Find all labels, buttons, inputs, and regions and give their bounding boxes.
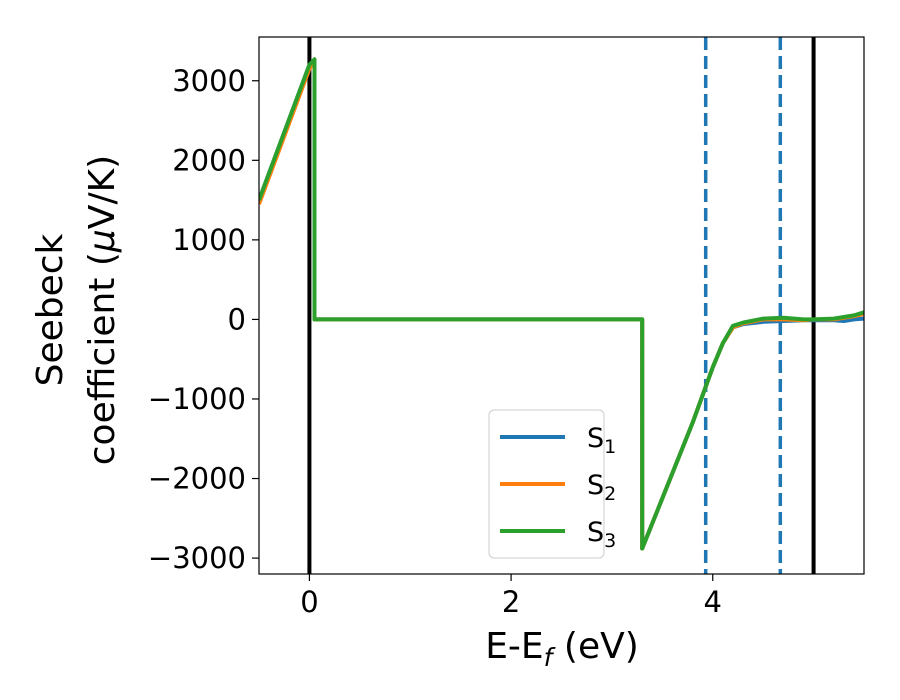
y-tick-label: 2000 <box>172 143 246 177</box>
legend-entries: S1 S2 S3 <box>500 423 616 552</box>
y-tick-label: 3000 <box>172 64 246 98</box>
y-axis-label-line1: Seebeck <box>30 233 71 386</box>
x-tick-label: 4 <box>704 585 722 619</box>
x-axis-label: E-Ef (eV) <box>485 626 639 672</box>
legend-label-S3: S3 <box>587 517 616 552</box>
y-axis-label: Seebeck coefficient (μV/K) <box>30 155 123 465</box>
reference-lines <box>307 37 816 574</box>
y-tick-label: 0 <box>228 302 246 336</box>
x-tick-label: 0 <box>300 585 318 619</box>
series-lines <box>259 57 864 551</box>
y-axis-label-line2: coefficient (μV/K) <box>82 155 123 465</box>
legend: S1 S2 S3 <box>488 409 616 559</box>
series-line-S3 <box>259 57 864 551</box>
plot-frame <box>258 36 865 575</box>
y-tick-label: −3000 <box>148 541 246 575</box>
y-tick-label: −1000 <box>148 382 246 416</box>
y-axis-ticks: 3000 2000 1000 0 −1000 −2000 −3000 <box>148 64 259 575</box>
legend-label-S1: S1 <box>587 423 616 458</box>
x-tick-label: 2 <box>502 585 520 619</box>
legend-label-S2: S2 <box>587 470 616 505</box>
y-tick-label: −2000 <box>148 462 246 496</box>
y-tick-label: 1000 <box>172 223 246 257</box>
x-axis-ticks: 0 2 4 <box>300 574 722 619</box>
